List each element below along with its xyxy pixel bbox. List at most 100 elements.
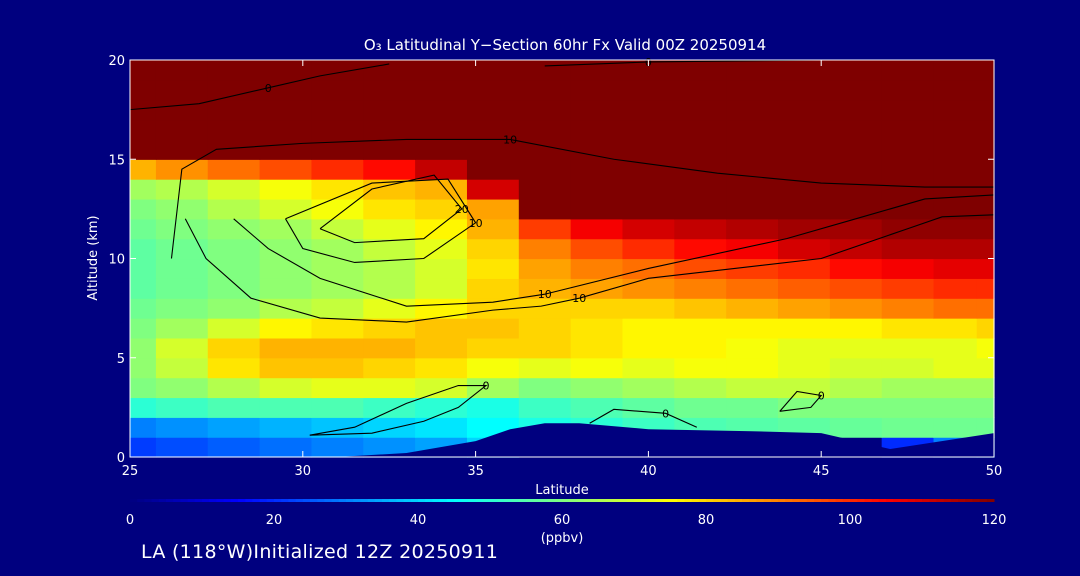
heatmap-cell bbox=[466, 198, 520, 220]
heatmap-cell bbox=[311, 198, 364, 220]
heatmap-cell bbox=[570, 119, 624, 140]
heatmap-cell bbox=[207, 318, 261, 339]
heatmap-cell bbox=[207, 198, 261, 220]
heatmap-cell bbox=[778, 139, 831, 160]
colorbar-segment bbox=[590, 499, 599, 502]
heatmap-cell bbox=[415, 337, 468, 359]
colorbar-segment bbox=[389, 499, 397, 502]
colorbar-segment bbox=[605, 499, 613, 502]
heatmap-cell bbox=[363, 218, 416, 240]
heatmap-cell bbox=[881, 159, 935, 180]
heatmap-cell bbox=[622, 377, 675, 399]
colorbar-segment bbox=[382, 499, 390, 502]
heatmap-cell bbox=[778, 179, 831, 200]
heatmap-cell bbox=[363, 258, 416, 279]
colorbar-segment bbox=[396, 499, 405, 502]
heatmap-cell bbox=[130, 79, 157, 101]
heatmap-cell bbox=[829, 397, 883, 418]
heatmap-cell bbox=[518, 179, 572, 200]
colorbar-segment bbox=[886, 499, 894, 502]
heatmap-cell bbox=[726, 119, 779, 140]
heatmap-cell bbox=[622, 79, 675, 101]
colorbar-segment bbox=[490, 499, 498, 502]
colorbar-segment bbox=[936, 499, 945, 502]
heatmap-cell bbox=[466, 278, 520, 299]
heatmap-cell bbox=[976, 258, 995, 279]
heatmap-cell bbox=[130, 179, 157, 200]
y-tick-label: 0 bbox=[117, 451, 125, 466]
heatmap-cell bbox=[259, 318, 313, 339]
heatmap-cell bbox=[130, 238, 157, 260]
heatmap-cell bbox=[726, 159, 779, 180]
heatmap-cell bbox=[311, 159, 364, 180]
heatmap-cell bbox=[933, 258, 978, 279]
contour-line bbox=[779, 390, 823, 412]
heatmap-cell bbox=[674, 357, 727, 379]
heatmap-cell bbox=[570, 337, 624, 359]
colorbar-segment bbox=[828, 499, 837, 502]
heatmap-cell bbox=[778, 60, 831, 81]
heatmap-cell bbox=[518, 357, 572, 379]
heatmap-cell bbox=[259, 437, 313, 458]
heatmap-cell bbox=[518, 159, 572, 180]
heatmap-cell bbox=[933, 179, 978, 200]
colorbar-segment bbox=[302, 499, 311, 502]
heatmap-cell bbox=[976, 377, 995, 399]
heatmap-cell bbox=[726, 139, 779, 160]
y-axis-ticks: 0 5 10 15 20 bbox=[108, 54, 994, 466]
colorbar-segment bbox=[943, 499, 952, 502]
x-tick-label: 50 bbox=[986, 464, 1003, 479]
heatmap-cell bbox=[622, 60, 675, 81]
colorbar-segment bbox=[900, 499, 909, 502]
colorbar-segment bbox=[497, 499, 505, 502]
colorbar-segment bbox=[346, 499, 354, 502]
colorbar-segment bbox=[540, 499, 549, 502]
colorbar-segment bbox=[209, 499, 217, 502]
colorbar-segment bbox=[180, 499, 189, 502]
heatmap-cell bbox=[311, 99, 364, 121]
heatmap-cell bbox=[570, 298, 624, 319]
heatmap-cell bbox=[466, 139, 520, 160]
colorbar-segment bbox=[965, 499, 973, 502]
heatmap-cell bbox=[466, 357, 520, 379]
colorbar-segment bbox=[785, 499, 793, 502]
heatmap-cell bbox=[130, 278, 157, 299]
colorbar-segment bbox=[727, 499, 736, 502]
contour-label: 10 bbox=[538, 288, 552, 301]
heatmap-cell bbox=[415, 218, 468, 240]
colorbar-segment bbox=[547, 499, 556, 502]
colorbar-segment bbox=[324, 499, 333, 502]
heatmap-cell bbox=[259, 79, 313, 101]
colorbar-segment bbox=[461, 499, 469, 502]
heatmap-cell bbox=[778, 238, 831, 260]
heatmap-cell bbox=[466, 258, 520, 279]
heatmap-cell bbox=[518, 139, 572, 160]
heatmap-cell bbox=[976, 198, 995, 220]
heatmap-cell bbox=[570, 318, 624, 339]
heatmap-cell bbox=[155, 298, 209, 319]
heatmap-cell bbox=[674, 60, 727, 81]
heatmap-cell bbox=[466, 79, 520, 101]
heatmap-cell bbox=[881, 60, 935, 81]
heatmap-cell bbox=[155, 278, 209, 299]
y-axis-label: Altitude (km) bbox=[86, 215, 101, 300]
heatmap-cell bbox=[570, 79, 624, 101]
colorbar-segment bbox=[670, 499, 678, 502]
heatmap-cell bbox=[778, 298, 831, 319]
heatmap-cell bbox=[207, 357, 261, 379]
colorbar-segment bbox=[986, 499, 995, 502]
heatmap-cell bbox=[259, 357, 313, 379]
heatmap-cell bbox=[363, 139, 416, 160]
colorbar-segment bbox=[144, 499, 153, 502]
heatmap-cell bbox=[674, 397, 727, 418]
heatmap-cell bbox=[570, 139, 624, 160]
colorbar-segment bbox=[310, 499, 318, 502]
heatmap-cell bbox=[778, 377, 831, 399]
colorbar-segment bbox=[734, 499, 743, 502]
heatmap-cell bbox=[415, 278, 468, 299]
footer-initialized-info: LA (118°W)Initialized 12Z 20250911 bbox=[141, 541, 499, 563]
colorbar-segment bbox=[583, 499, 592, 502]
heatmap-cell bbox=[207, 159, 261, 180]
heatmap-cell bbox=[207, 337, 261, 359]
heatmap-cell bbox=[933, 337, 978, 359]
